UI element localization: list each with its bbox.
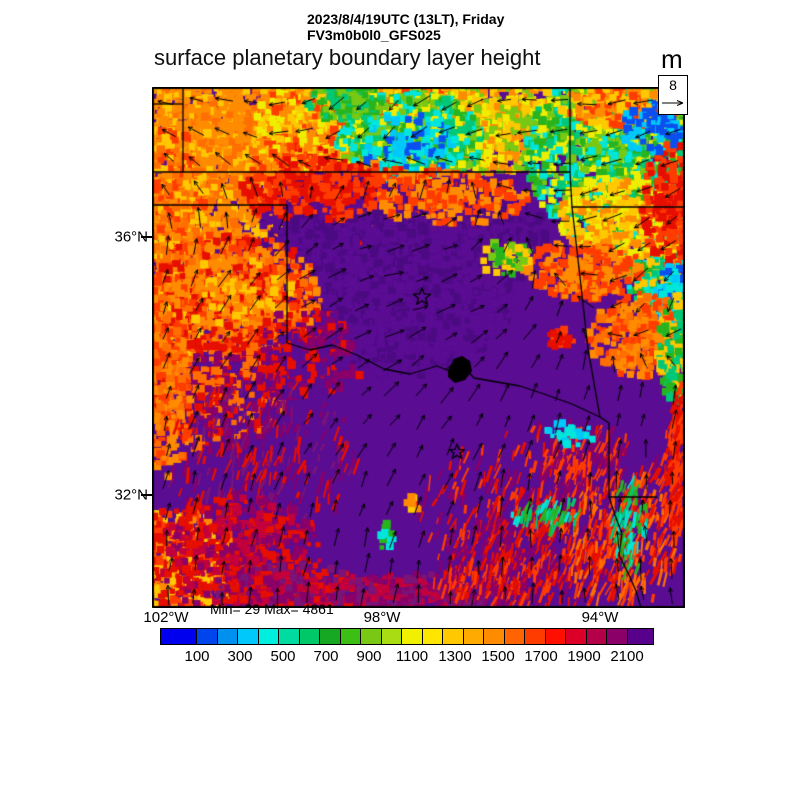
colorbar-cell (462, 628, 484, 645)
colorbar-cell (421, 628, 443, 645)
colorbar-cell (339, 628, 361, 645)
colorbar-cell (257, 628, 279, 645)
colorbar-cell (401, 628, 423, 645)
colorbar-cell (216, 628, 238, 645)
colorbar-cell (544, 628, 566, 645)
colorbar (160, 628, 654, 645)
colorbar-tick-label: 1700 (524, 648, 558, 665)
plot-title: surface planetary boundary layer height (154, 45, 541, 70)
colorbar-cell (442, 628, 464, 645)
colorbar-cell (278, 628, 300, 645)
lat-label-32n: 32°N (114, 486, 148, 504)
colorbar-tick-label: 500 (270, 648, 296, 665)
colorbar-cell (380, 628, 402, 645)
lat-tick-36n (141, 236, 152, 238)
colorbar-cell (360, 628, 382, 645)
colorbar-cell (319, 628, 341, 645)
lat-label-36n: 36°N (114, 228, 148, 246)
wind-reference-arrow-icon (662, 100, 684, 106)
colorbar-tick-label: 1100 (395, 648, 429, 665)
wind-reference-box: 8 (658, 75, 688, 115)
colorbar-tick-label: 1900 (567, 648, 601, 665)
colorbar-cell (196, 628, 218, 645)
datetime-title: 2023/8/4/19UTC (13LT), Friday (307, 11, 505, 27)
lon-label-94w: 94°W (581, 609, 619, 626)
colorbar-tick-label: 1500 (481, 648, 515, 665)
colorbar-cell (626, 628, 654, 645)
units-label: m (661, 44, 683, 74)
wind-reference-value: 8 (669, 77, 677, 93)
lon-label-102w: 102°W (143, 609, 189, 626)
colorbar-tick-label: 900 (356, 648, 382, 665)
map-canvas (152, 87, 685, 608)
lat-tick-32n (141, 494, 152, 496)
colorbar-tick-label: 1300 (438, 648, 472, 665)
colorbar-tick-label: 300 (227, 648, 253, 665)
colorbar-tick-label: 100 (184, 648, 210, 665)
colorbar-cell (483, 628, 505, 645)
colorbar-cell (503, 628, 525, 645)
colorbar-cell (524, 628, 546, 645)
colorbar-cell (298, 628, 320, 645)
colorbar-tick-label: 700 (313, 648, 339, 665)
colorbar-cell (606, 628, 628, 645)
colorbar-tick-label: 2100 (610, 648, 644, 665)
colorbar-cell (237, 628, 259, 645)
colorbar-cell (565, 628, 587, 645)
model-title: FV3m0b0l0_GFS025 (307, 27, 441, 43)
lon-label-98w: 98°W (363, 609, 401, 626)
colorbar-cell (160, 628, 197, 645)
minmax-stats: Min= 29 Max= 4861 (210, 601, 334, 617)
colorbar-cell (585, 628, 607, 645)
